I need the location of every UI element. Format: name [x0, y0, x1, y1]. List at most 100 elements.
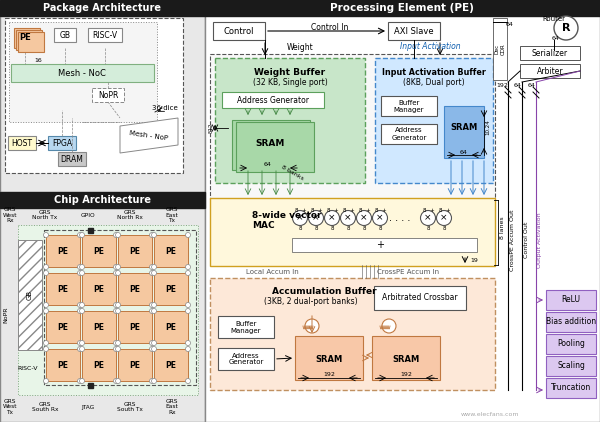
Text: 64: 64	[506, 22, 514, 27]
Circle shape	[80, 346, 85, 352]
Text: ×: ×	[440, 214, 448, 222]
Text: 192: 192	[400, 373, 412, 378]
Circle shape	[185, 379, 191, 384]
Bar	[381, 96, 437, 116]
Circle shape	[80, 308, 85, 314]
Text: . . . .: . . . .	[389, 213, 410, 223]
Text: +: +	[317, 208, 322, 213]
Bar	[381, 124, 437, 144]
Bar	[0, 0, 205, 16]
Circle shape	[116, 346, 121, 352]
Text: Bias addition: Bias addition	[546, 317, 596, 327]
Text: Arbiter: Arbiter	[536, 67, 563, 76]
Circle shape	[373, 211, 388, 225]
Circle shape	[149, 308, 155, 314]
Text: 8: 8	[294, 208, 298, 213]
Circle shape	[113, 308, 119, 314]
Text: Local Accum In: Local Accum In	[245, 269, 298, 275]
Bar	[118, 311, 152, 343]
Text: +: +	[302, 208, 307, 213]
Text: AXI Slave: AXI Slave	[394, 27, 434, 35]
Bar	[546, 312, 596, 332]
Bar	[222, 92, 324, 108]
Text: 8: 8	[378, 225, 382, 230]
Bar	[205, 0, 600, 422]
Text: PE: PE	[94, 284, 104, 293]
Text: FPGA: FPGA	[52, 138, 72, 148]
Circle shape	[113, 346, 119, 352]
Circle shape	[113, 379, 119, 384]
Text: +: +	[382, 208, 386, 213]
Text: GRS
West
Tx: GRS West Tx	[3, 399, 17, 415]
Text: GB: GB	[59, 30, 71, 40]
Text: 192: 192	[496, 82, 508, 87]
Text: www.elecfans.com: www.elecfans.com	[461, 412, 519, 417]
Bar	[118, 349, 152, 381]
Circle shape	[77, 271, 83, 276]
Bar	[215, 58, 365, 183]
Text: Address
Generator: Address Generator	[229, 352, 263, 365]
Text: GRS
East
Rx: GRS East Rx	[166, 399, 178, 415]
Bar	[18, 225, 198, 395]
Text: MAC: MAC	[252, 221, 275, 230]
Circle shape	[293, 211, 308, 225]
Bar	[520, 46, 580, 60]
Circle shape	[80, 379, 85, 384]
Circle shape	[149, 233, 155, 238]
Text: 8 lanes: 8 lanes	[500, 216, 505, 239]
Text: 8: 8	[438, 208, 442, 213]
Circle shape	[44, 341, 49, 346]
Text: PE: PE	[94, 360, 104, 370]
Text: PE: PE	[58, 284, 68, 293]
Text: GRS
South Tx: GRS South Tx	[117, 402, 143, 412]
Bar	[388, 22, 440, 40]
Text: +: +	[350, 208, 355, 213]
Circle shape	[80, 233, 85, 238]
Text: 64: 64	[264, 162, 272, 168]
Text: PE: PE	[130, 360, 140, 370]
Circle shape	[116, 341, 121, 346]
Text: GRS
East
Tx: GRS East Tx	[166, 207, 178, 223]
Text: Accumulation Buffer: Accumulation Buffer	[272, 287, 377, 297]
Text: 8: 8	[310, 208, 314, 213]
Text: Arbitrated Crossbar: Arbitrated Crossbar	[382, 293, 458, 303]
Text: Processing Element (PE): Processing Element (PE)	[330, 3, 474, 13]
Circle shape	[437, 211, 452, 225]
Text: 8: 8	[422, 208, 426, 213]
Text: (3KB, 2 dual-port banks): (3KB, 2 dual-port banks)	[264, 298, 358, 306]
Text: SRAM: SRAM	[256, 138, 284, 148]
Bar	[154, 311, 188, 343]
Text: CrossPE Accum In: CrossPE Accum In	[377, 269, 439, 275]
Bar	[44, 230, 196, 385]
Text: HOST: HOST	[11, 138, 32, 148]
Text: PE: PE	[166, 246, 176, 255]
Circle shape	[80, 303, 85, 308]
Text: 36 dice: 36 dice	[152, 105, 178, 111]
Text: PE: PE	[58, 360, 68, 370]
Text: RISC-V: RISC-V	[92, 30, 118, 40]
Text: 64: 64	[528, 82, 536, 87]
Text: Mesh - NoP: Mesh - NoP	[129, 130, 169, 142]
Circle shape	[116, 271, 121, 276]
Circle shape	[44, 303, 49, 308]
Text: 10.24: 10.24	[485, 119, 491, 135]
Circle shape	[152, 265, 157, 270]
Circle shape	[77, 346, 83, 352]
Text: Serializer: Serializer	[532, 49, 568, 57]
Circle shape	[116, 379, 121, 384]
Text: ×: ×	[360, 214, 368, 222]
Bar	[46, 273, 80, 305]
Bar	[118, 235, 152, 267]
Circle shape	[44, 233, 49, 238]
Circle shape	[116, 265, 121, 270]
Circle shape	[113, 271, 119, 276]
Circle shape	[77, 303, 83, 308]
Text: PE: PE	[94, 322, 104, 332]
Text: Mesh - NoC: Mesh - NoC	[58, 68, 106, 78]
Text: GRS
North Tx: GRS North Tx	[32, 210, 58, 220]
Bar	[11, 64, 154, 82]
Text: PE: PE	[130, 284, 140, 293]
Bar	[0, 0, 205, 422]
Circle shape	[305, 319, 319, 333]
Circle shape	[152, 233, 157, 238]
